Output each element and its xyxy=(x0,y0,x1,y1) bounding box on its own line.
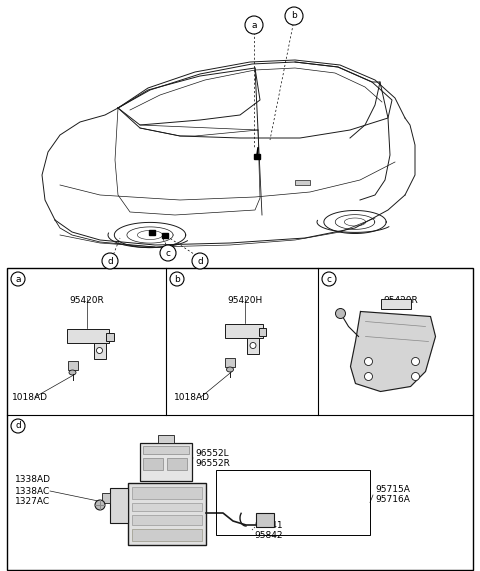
Bar xyxy=(102,493,110,503)
Bar xyxy=(132,515,202,525)
Circle shape xyxy=(11,419,25,433)
Circle shape xyxy=(285,7,303,25)
Text: b: b xyxy=(291,11,297,21)
Bar xyxy=(162,233,168,238)
Circle shape xyxy=(95,500,105,510)
Bar xyxy=(143,458,163,470)
Text: 95842: 95842 xyxy=(254,530,283,540)
Circle shape xyxy=(250,343,256,348)
Circle shape xyxy=(11,272,25,286)
Bar xyxy=(225,324,263,337)
Text: d: d xyxy=(15,421,21,431)
Circle shape xyxy=(411,357,420,365)
Bar xyxy=(68,360,77,369)
Text: b: b xyxy=(174,275,180,283)
Text: 95841: 95841 xyxy=(254,521,283,529)
Text: 1338AC: 1338AC xyxy=(15,486,50,496)
Bar xyxy=(256,513,274,527)
Circle shape xyxy=(411,372,420,380)
Bar xyxy=(94,343,106,359)
Text: 95420R: 95420R xyxy=(383,296,418,305)
Text: 1018AD: 1018AD xyxy=(12,393,48,402)
Circle shape xyxy=(336,308,346,319)
Circle shape xyxy=(245,16,263,34)
Text: d: d xyxy=(197,256,203,266)
Ellipse shape xyxy=(69,370,76,375)
Circle shape xyxy=(96,348,103,353)
Circle shape xyxy=(160,245,176,261)
Bar xyxy=(259,328,266,336)
Circle shape xyxy=(102,253,118,269)
Text: 1338AD: 1338AD xyxy=(15,476,51,485)
Bar xyxy=(158,435,174,443)
Bar xyxy=(132,487,202,499)
Bar xyxy=(381,299,410,308)
Circle shape xyxy=(364,357,372,365)
Bar xyxy=(167,458,187,470)
Text: d: d xyxy=(107,256,113,266)
Bar xyxy=(110,488,128,523)
Ellipse shape xyxy=(227,367,233,372)
Bar xyxy=(247,337,259,353)
Bar xyxy=(7,268,473,570)
Text: 95716A: 95716A xyxy=(375,496,410,505)
Circle shape xyxy=(170,272,184,286)
Bar xyxy=(216,470,370,535)
Bar xyxy=(225,357,235,367)
Circle shape xyxy=(364,372,372,380)
Text: c: c xyxy=(166,248,170,258)
Text: a: a xyxy=(15,275,21,283)
Polygon shape xyxy=(350,312,435,392)
Text: 95420R: 95420R xyxy=(69,296,104,305)
Bar xyxy=(295,180,310,185)
Bar xyxy=(67,328,108,343)
Text: 95715A: 95715A xyxy=(375,485,410,494)
Text: a: a xyxy=(251,21,257,30)
Circle shape xyxy=(192,253,208,269)
Text: 1018AD: 1018AD xyxy=(174,393,210,402)
Bar xyxy=(140,443,192,481)
Text: 1327AC: 1327AC xyxy=(15,497,50,506)
Circle shape xyxy=(322,272,336,286)
Text: 96552L: 96552L xyxy=(195,448,228,457)
Text: 96552R: 96552R xyxy=(195,459,230,468)
Text: 95420H: 95420H xyxy=(228,296,263,305)
Bar xyxy=(128,483,206,545)
Bar xyxy=(132,529,202,541)
Bar xyxy=(149,230,155,235)
Bar xyxy=(132,503,202,511)
Text: c: c xyxy=(326,275,332,283)
Bar xyxy=(254,154,260,159)
Bar xyxy=(143,446,189,454)
Bar xyxy=(106,332,113,340)
